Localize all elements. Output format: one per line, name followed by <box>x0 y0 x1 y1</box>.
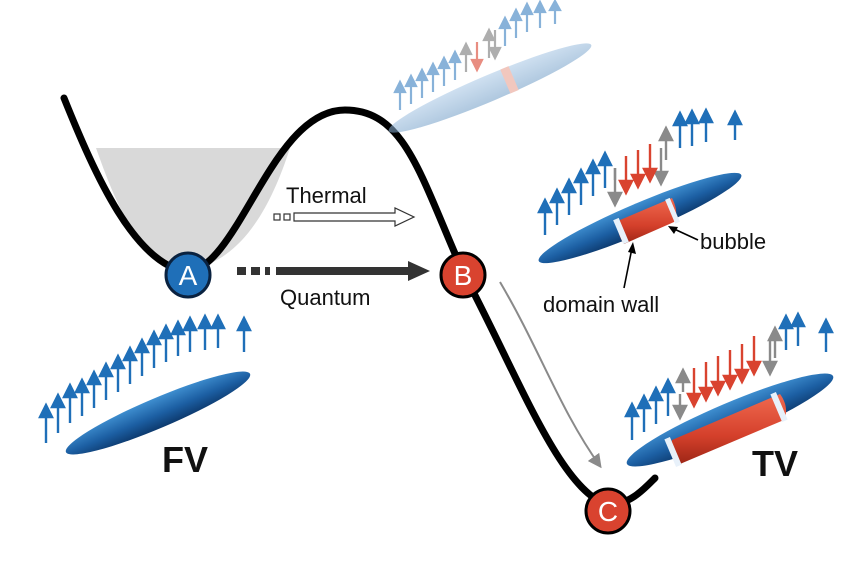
node-c-label: C <box>598 496 618 527</box>
node-c: C <box>584 487 632 535</box>
node-b: B <box>439 251 487 299</box>
bubble-label: bubble <box>700 229 766 254</box>
potential-curve <box>60 94 659 509</box>
bubble-chain <box>538 172 742 264</box>
bubble-pointer-head <box>668 226 678 234</box>
tv-spins <box>624 311 834 440</box>
false-vacuum-well-fill <box>96 148 290 270</box>
node-a: A <box>164 251 212 299</box>
tv-label: TV <box>752 443 798 484</box>
node-b-label: B <box>454 260 473 291</box>
thermal-spins <box>393 0 562 110</box>
quantum-arrow <box>237 261 430 281</box>
domain-wall-label: domain wall <box>543 292 659 317</box>
tv-chain <box>626 373 834 467</box>
domain-wall-pointer <box>623 247 633 289</box>
thermal-arrow <box>273 207 416 227</box>
fv-spins <box>38 313 252 443</box>
thermal-label: Thermal <box>286 183 367 208</box>
rolling-arrow <box>499 281 602 469</box>
quantum-label: Quantum <box>280 285 371 310</box>
bubble-spins <box>537 107 743 235</box>
thermal-chain <box>388 43 592 133</box>
fv-label: FV <box>162 439 208 480</box>
bubble-pointer <box>671 227 699 241</box>
domain-wall-pointer-head <box>628 242 636 254</box>
fv-chain <box>65 371 251 455</box>
node-a-label: A <box>179 260 198 291</box>
